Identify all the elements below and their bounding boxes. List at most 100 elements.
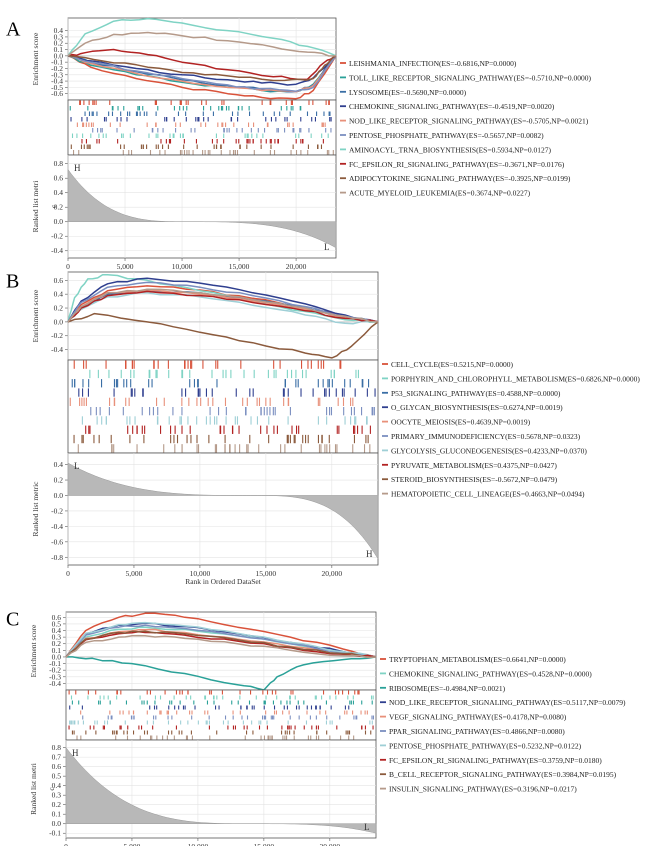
legend-label: NOD_LIKE_RECEPTOR_SIGNALING_PATHWAY(ES=-… bbox=[349, 117, 589, 126]
rank-axis-label: Ranked list metri bbox=[29, 763, 38, 815]
legend-label: INSULIN_SIGNALING_PATHWAY(ES=0.3196,NP=0… bbox=[389, 785, 577, 794]
rank-tick-label: 0.6 bbox=[54, 174, 64, 183]
rank-tick-label: 0.0 bbox=[54, 491, 64, 500]
panel-letter: C bbox=[6, 609, 19, 631]
legend-label: RIBOSOME(ES=-0.4984,NP=0.0021) bbox=[389, 684, 506, 693]
x-tick-label: 10,000 bbox=[190, 569, 211, 578]
ranked-metric-area bbox=[67, 168, 337, 249]
legend-label: VEGF_SIGNALING_PATHWAY(ES=0.4178,NP=0.00… bbox=[389, 713, 567, 722]
rank-tick-label: 0.0 bbox=[54, 217, 64, 226]
rank-tick-label: -0.2 bbox=[51, 232, 63, 241]
rank-tick-label: -0.4 bbox=[51, 246, 63, 255]
rank-tick-label: 0.4 bbox=[54, 188, 64, 197]
x-tick-label: 20,000 bbox=[286, 262, 307, 271]
legend-label: PPAR_SIGNALING_PATHWAY(ES=0.4866,NP=0.00… bbox=[389, 727, 565, 736]
low-marker: L bbox=[364, 822, 370, 832]
x-tick-label: 20,000 bbox=[322, 569, 343, 578]
legend-label: FC_EPSILON_RI_SIGNALING_PATHWAY(ES=0.375… bbox=[389, 756, 602, 765]
es-tick-label: 0.0 bbox=[52, 652, 62, 661]
rank-axis-label: Ranked list metri bbox=[31, 181, 40, 233]
es-curve bbox=[67, 55, 337, 92]
legend-label: ACUTE_MYELOID_LEUKEMIA(ES=0.3674,NP=0.02… bbox=[349, 189, 531, 198]
rank-tick-label: 0.3 bbox=[52, 791, 62, 800]
rank-tick-label: 0.4 bbox=[52, 781, 62, 790]
legend-label: PENTOSE_PHOSPHATE_PATHWAY(ES=-0.5657,NP=… bbox=[349, 131, 544, 140]
x-tick-label: 15,000 bbox=[256, 569, 277, 578]
x-tick-label: 0 bbox=[66, 569, 70, 578]
rank-axis-label: c bbox=[49, 204, 58, 208]
rank-axis-label: Ranked list metric bbox=[31, 481, 40, 537]
es-curve bbox=[65, 634, 377, 659]
rank-tick-label: 0.2 bbox=[52, 800, 62, 809]
es-tick-label: 0.6 bbox=[54, 276, 64, 285]
x-tick-label: 5,000 bbox=[117, 262, 134, 271]
es-curve bbox=[66, 656, 377, 691]
panel-b: B 0.6 0.4 0.2 0.0 -0.2 -0.4 Enrichment score 0.4… bbox=[6, 271, 640, 586]
rank-tick-label: 0.0 bbox=[52, 819, 62, 828]
legend-label: LYSOSOME(ES=-0.5690,NP=0.0000) bbox=[349, 88, 467, 97]
rank-tick-label: 0.7 bbox=[52, 753, 62, 762]
x-tick-label: 10,000 bbox=[188, 842, 209, 846]
es-curve bbox=[65, 624, 377, 658]
es-axis-label: Enrichment score bbox=[31, 289, 40, 342]
rank-plot-frame bbox=[65, 739, 377, 839]
low-marker: L bbox=[324, 242, 330, 252]
es-tick-label: -0.1 bbox=[51, 58, 63, 67]
high-marker: H bbox=[74, 163, 81, 173]
es-tick-label: 0.0 bbox=[54, 51, 64, 60]
es-curve bbox=[67, 55, 337, 93]
legend-label: NOD_LIKE_RECEPTOR_SIGNALING_PATHWAY(ES=0… bbox=[389, 698, 626, 707]
ranked-metric-area bbox=[65, 746, 377, 834]
legend-label: HEMATOPOIETIC_CELL_LINEAGE(ES=0.4663,NP=… bbox=[391, 490, 585, 499]
low-marker: L bbox=[74, 461, 80, 471]
legend-label: GLYCOLYSIS_GLUCONEOGENESIS(ES=0.4233,NP=… bbox=[391, 446, 587, 455]
x-tick-label: 0 bbox=[66, 262, 70, 271]
es-tick-label: 0.2 bbox=[52, 639, 62, 648]
legend-label: LEISHMANIA_INFECTION(ES=-0.6816,NP=0.000… bbox=[349, 59, 517, 68]
es-curve bbox=[67, 290, 379, 323]
es-tick-label: 0.5 bbox=[52, 619, 62, 628]
es-tick-label: -0.6 bbox=[51, 89, 63, 98]
rank-tick-label: 0.2 bbox=[54, 476, 64, 485]
es-curve bbox=[67, 48, 337, 81]
es-curve bbox=[67, 312, 379, 359]
panel-a: A 0.40.30.20.10.0-0.1-0.2-0.3-0.4-0.5-0.6… bbox=[6, 17, 592, 279]
legend-label: PRIMARY_IMMUNODEFICIENCY(ES=0.5678,NP=0.… bbox=[391, 432, 581, 441]
es-axis-label: Enrichment score bbox=[31, 32, 40, 85]
hits-frame bbox=[65, 689, 377, 741]
es-tick-label: 0.4 bbox=[52, 626, 62, 635]
x-tick-label: 10,000 bbox=[172, 262, 193, 271]
legend-label: FC_EPSILON_RI_SIGNALING_PATHWAY(ES=-0.36… bbox=[349, 160, 565, 169]
legend-label: PYRUVATE_METABOLISM(ES=0.4375,NP=0.0427) bbox=[391, 461, 557, 470]
rank-tick-label: -0.8 bbox=[51, 553, 63, 562]
ranked-metric-area bbox=[67, 462, 379, 560]
es-tick-label: 0.6 bbox=[52, 613, 62, 622]
es-tick-label: -0.5 bbox=[51, 83, 63, 92]
legend-label: O_GLYCAN_BIOSYNTHESIS(ES=0.6274,NP=0.001… bbox=[391, 403, 563, 412]
rank-tick-label: 0.2 bbox=[54, 203, 64, 212]
es-tick-label: -0.3 bbox=[49, 672, 61, 681]
legend-label: CELL_CYCLE(ES=0.5215,NP=0.0000) bbox=[391, 360, 514, 369]
legend-label: TRYPTOPHAN_METABOLISM(ES=0.6641,NP=0.000… bbox=[389, 655, 566, 664]
es-plot-frame bbox=[67, 17, 337, 101]
x-axis-label: Rank in Ordered DataSet bbox=[185, 577, 262, 586]
es-curve bbox=[67, 55, 337, 86]
es-curve bbox=[65, 612, 377, 658]
high-marker: H bbox=[72, 748, 79, 758]
x-tick-label: 15,000 bbox=[254, 842, 275, 846]
es-curve bbox=[67, 277, 379, 323]
legend-label: OOCYTE_MEIOSIS(ES=0.4639,NP=0.0019) bbox=[391, 418, 531, 427]
high-marker: H bbox=[366, 549, 373, 559]
rank-tick-label: -0.4 bbox=[51, 522, 63, 531]
hits-frame bbox=[67, 99, 337, 156]
rank-tick-label: 0.4 bbox=[54, 460, 64, 469]
es-curve bbox=[67, 55, 337, 100]
es-curve bbox=[67, 288, 379, 323]
es-tick-label: 0.2 bbox=[54, 304, 64, 313]
legend-label: B_CELL_RECEPTOR_SIGNALING_PATHWAY(ES=0.3… bbox=[389, 770, 617, 779]
es-tick-label: 0.0 bbox=[54, 317, 64, 326]
es-curve bbox=[67, 31, 337, 57]
es-curve bbox=[67, 17, 337, 57]
legend-label: TOLL_LIKE_RECEPTOR_SIGNALING_PATHWAY(ES=… bbox=[349, 73, 592, 82]
x-tick-label: 0 bbox=[64, 842, 68, 846]
